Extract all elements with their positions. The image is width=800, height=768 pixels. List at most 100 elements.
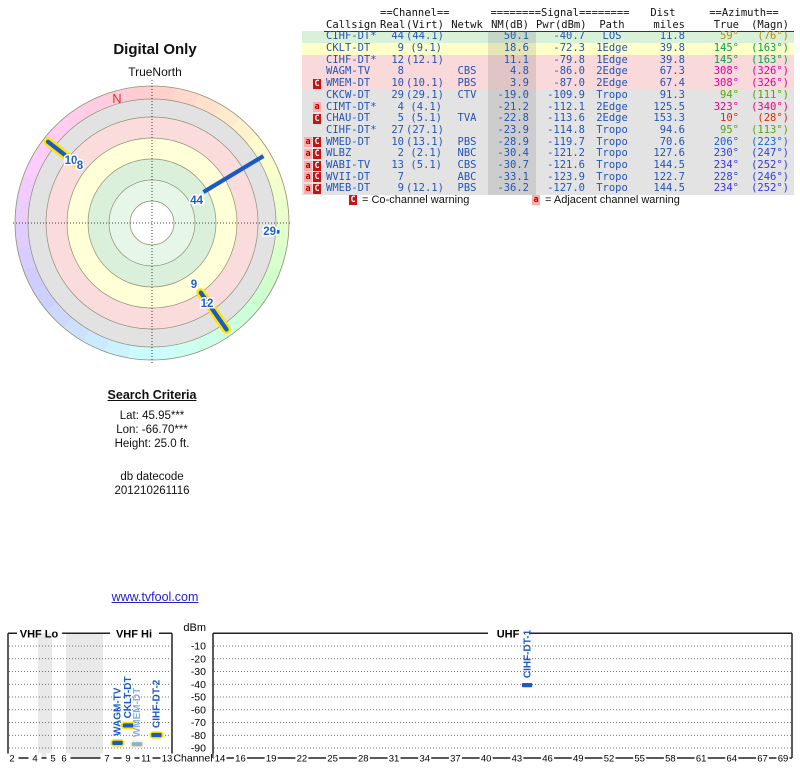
channel-tick-label: 52 bbox=[604, 754, 615, 765]
cell-netwk bbox=[446, 43, 488, 55]
spectrum-chart: VHF Lo VHF Hi UHFdBm-10-20-30-40-50-60-70-… bbox=[5, 622, 793, 765]
cell-real: 8 bbox=[397, 65, 404, 78]
y-axis-title: dBm bbox=[183, 622, 206, 634]
cell-pwr: -86.0 bbox=[553, 65, 585, 78]
cell-az_magn: (326°) bbox=[751, 65, 789, 78]
cell-real: 5 bbox=[397, 112, 404, 125]
channel-tick-label: 11 bbox=[141, 754, 151, 765]
cell-path: 1Edge bbox=[596, 42, 628, 55]
cell-netwk: PBS bbox=[457, 77, 477, 90]
cell-miles: 70.6 bbox=[659, 135, 685, 148]
spacer bbox=[302, 8, 324, 20]
channel-tick-label: 40 bbox=[481, 754, 492, 765]
table-row: a C WMED-DT 10 (13.1) PBS -28.9 -119.7 Tropo 70.6… bbox=[302, 135, 794, 149]
tick-patch bbox=[633, 753, 647, 763]
column-header-path: Path bbox=[592, 19, 632, 33]
cell-netwk: CTV bbox=[457, 88, 477, 101]
band-label-vhf-lo: VHF Lo bbox=[20, 629, 59, 641]
tick-patch bbox=[356, 753, 370, 763]
adjacent-channel-warning-icon: a bbox=[313, 102, 321, 113]
cell-callsign: WAGM-TV bbox=[326, 65, 371, 78]
column-header-miles: miles bbox=[632, 19, 694, 33]
cell-virt: (2.1) bbox=[410, 147, 442, 160]
cell-az_magn: (28°) bbox=[757, 112, 789, 125]
cell-callsign: CHAU-DT bbox=[326, 112, 371, 125]
y-tick-label: -40 bbox=[191, 679, 206, 691]
cell-virt: (5.1) bbox=[410, 112, 442, 125]
cell-callsign: WMEM-DT bbox=[326, 77, 371, 90]
db-datecode-label: db datecode bbox=[120, 471, 184, 483]
cell-virt: (12.1) bbox=[406, 182, 444, 195]
cell-miles: 94.6 bbox=[659, 123, 685, 136]
signal-table: ==Channel== ========Signal======== Dist ==A… bbox=[302, 7, 794, 196]
co-channel-warning-icon: C bbox=[313, 137, 321, 148]
y-tick-label: -50 bbox=[191, 692, 206, 704]
tick-patch bbox=[57, 753, 71, 763]
cell-real: 4 bbox=[397, 100, 404, 113]
cell-real: 10 bbox=[391, 77, 404, 90]
channel-number-label: 10 bbox=[65, 155, 78, 167]
tick-patch bbox=[776, 753, 790, 763]
tick-patch bbox=[264, 753, 278, 763]
tick-patch bbox=[756, 753, 770, 763]
tick-patch bbox=[571, 753, 585, 763]
channel-tick-label: 37 bbox=[450, 754, 461, 765]
cell-virt: (9.1) bbox=[410, 42, 442, 55]
cell-netwk: NBC bbox=[457, 147, 477, 160]
tick-patch bbox=[5, 753, 19, 763]
tvfool-link[interactable]: www.tvfool.com bbox=[111, 590, 199, 604]
group-header-channel: ==Channel== bbox=[380, 7, 450, 19]
channel-tick-label: 22 bbox=[297, 754, 308, 765]
channel-tick-label: 19 bbox=[266, 754, 277, 765]
cell-nm: -33.1 bbox=[488, 171, 536, 184]
station-callsign-label: WAGM-TV bbox=[113, 687, 124, 736]
cell-miles: 122.7 bbox=[653, 170, 685, 183]
channel-tick-label: 7 bbox=[104, 754, 109, 765]
station-bar bbox=[112, 740, 123, 745]
tick-patch bbox=[602, 753, 616, 763]
channel-tick-label: 5 bbox=[50, 754, 55, 765]
radar-title: Digital Only bbox=[113, 41, 197, 58]
cell-pwr: -40.7 bbox=[553, 30, 585, 43]
table-group-header-row: ==Channel== ========Signal======== Dist ==A… bbox=[302, 7, 794, 20]
cell-nm: 18.6 bbox=[488, 42, 536, 55]
table-row: a C WABI-TV 13 (5.1) CBS -30.7 -121.6 Tropo 144.5… bbox=[302, 158, 794, 172]
cell-callsign: WVII-DT bbox=[326, 170, 371, 183]
band-label-vhf-hi: VHF Hi bbox=[116, 629, 152, 641]
cell-nm: 11.1 bbox=[488, 54, 536, 67]
cell-pwr: -123.9 bbox=[547, 170, 585, 183]
column-header-az_magn: (Magn) bbox=[744, 19, 794, 33]
co-channel-warning-icon: C bbox=[313, 78, 321, 89]
cell-nm: 4.8 bbox=[488, 66, 536, 79]
cell-netwk bbox=[446, 31, 488, 43]
co-channel-warning-icon: C bbox=[349, 195, 357, 205]
search-criteria: Search Criteria Lat: 45.95*** Lon: -66.7… bbox=[47, 388, 257, 498]
channel-tick-label: 28 bbox=[358, 754, 369, 765]
adjacent-channel-warning-icon: a bbox=[304, 184, 312, 195]
cell-virt: (13.1) bbox=[406, 135, 444, 148]
cell-real: 12 bbox=[391, 53, 404, 66]
station-callsign-label: CIHF-DT-1 bbox=[522, 629, 533, 678]
radar-polar-plot: N 44 29 10 8 9 12 bbox=[13, 80, 291, 365]
cell-real: 27 bbox=[391, 123, 404, 136]
cell-miles: 125.5 bbox=[653, 100, 685, 113]
cell-netwk: TVA bbox=[457, 112, 477, 125]
cell-real: 10 bbox=[391, 135, 404, 148]
cell-nm: -28.9 bbox=[488, 136, 536, 149]
cell-path: Tropo bbox=[596, 170, 628, 183]
channel-number-label: 9 bbox=[191, 279, 197, 291]
column-header-netwk: Netwk bbox=[446, 19, 488, 33]
cell-miles: 144.5 bbox=[653, 158, 685, 171]
cell-netwk: PBS bbox=[457, 182, 477, 195]
column-header-callsign: Callsign bbox=[324, 19, 380, 33]
x-axis-title: Channel bbox=[173, 753, 212, 765]
channel-tick-label: 67 bbox=[757, 754, 768, 765]
cell-virt: (10.1) bbox=[406, 77, 444, 90]
cell-miles: 127.6 bbox=[653, 147, 685, 160]
cell-callsign: WLBZ bbox=[326, 147, 352, 160]
height-value: Height: 25.0 ft. bbox=[114, 438, 190, 450]
table-row: C WMEM-DT 10 (10.1) PBS 3.9 -87.0 2Edge 67.4 308°… bbox=[302, 77, 794, 90]
